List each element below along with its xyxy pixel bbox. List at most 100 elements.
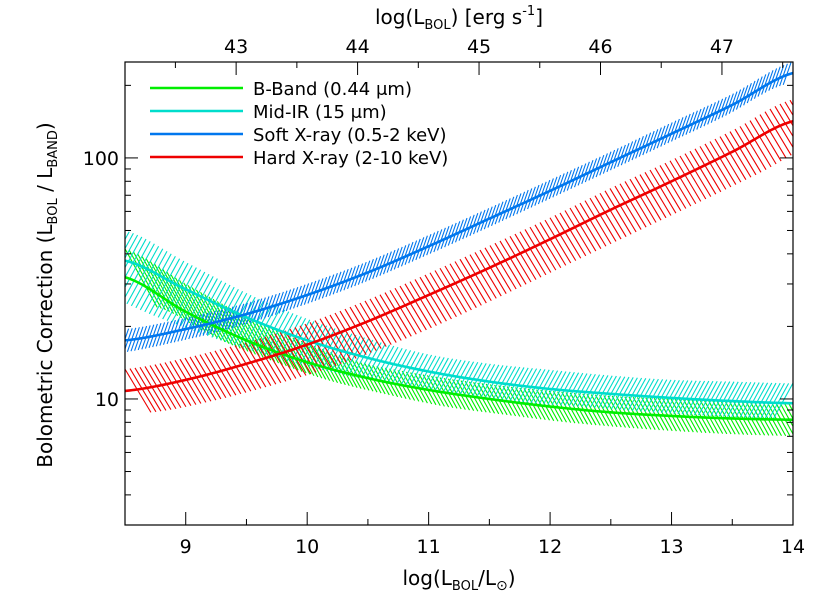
series-4-hatch-108 [664,162,692,207]
series-3-hatch-153 [667,120,677,144]
series-4-hatch-131 [779,103,793,127]
series-1-hatch-5 [145,258,179,317]
series-1-hatch-159 [792,403,793,405]
series-3-hatch-90 [440,225,450,249]
series-4-hatch-85 [549,217,577,261]
axis-ticks [124,62,794,526]
series-3-hatch-145 [638,134,648,157]
series-4-hatch-5 [149,365,177,410]
series-4-band [125,99,793,413]
series-2-hatch-22 [189,278,218,330]
series-4-hatch-75 [499,240,527,285]
series-3-hatch-120 [548,176,558,200]
series-4-hatch-126 [754,117,782,162]
series-2-hatch-98 [517,368,538,403]
series-4-hatch-23 [239,343,267,388]
series-3-hatch-113 [523,188,533,211]
series-2-hatch-104 [543,370,563,405]
series-2-hatch-124 [627,378,647,411]
series-3-hatch-164 [707,102,716,125]
series-4-hatch-37 [309,322,337,367]
series-3-hatch-89 [436,227,446,251]
series-2-hatch-100 [526,369,546,403]
series-3-hatch-165 [710,100,720,123]
series-4-hatch-89 [569,207,597,252]
series-2-hatch-132 [660,379,680,414]
series-4-hatch-46 [354,304,382,349]
series-2-hatch-122 [619,377,638,411]
series-4-hatch-128 [764,111,792,156]
series-2-hatch-148 [727,381,748,417]
series-2-hatch-151 [739,382,760,418]
series-4-hatch-22 [234,345,262,389]
x-axis-label: log(LBOL/L⊙) [402,566,515,593]
series-2-hatch-102 [534,369,554,404]
series-4-hatch-67 [459,258,487,304]
series-4-hatch-10 [174,360,202,404]
series-3-hatch-81 [408,240,418,264]
series-3-hatch-79 [400,243,410,267]
series-3-hatch-125 [566,168,576,191]
series-4-hatch-112 [684,153,712,197]
series-2-hatch-138 [685,380,706,415]
series-4-hatch-3 [139,366,167,411]
series-4-hatch-68 [464,256,492,302]
x2-tick-label: 47 [710,36,734,58]
series-3-hatch-74 [382,251,392,275]
series-3-hatch-172 [735,87,745,110]
series-4-hatch-35 [299,325,327,370]
series-2-hatch-106 [551,371,571,406]
series-4-hatch-47 [359,302,387,347]
series-4-hatch-20 [224,347,252,392]
series-4-hatch-64 [444,265,472,311]
series-4-hatch-0 [125,368,152,413]
series-3-hatch-154 [671,118,680,142]
series-2-hatch-18 [171,269,202,323]
series-3-hatch-160 [692,108,702,132]
series-4-hatch-114 [694,148,722,193]
series-1-hatch-4 [141,255,175,314]
series-3-hatch-155 [674,117,684,140]
series-3-hatch-146 [642,132,652,156]
series-1-hatch-7 [153,263,187,321]
series-4-hatch-1 [129,368,157,413]
series-4-hatch-48 [364,300,392,345]
series-2-hatch-136 [677,380,697,415]
series-4-hatch-74 [494,242,522,287]
series-4-hatch-86 [554,215,582,259]
series-4-hatch-105 [649,169,677,214]
series-3-hatch-161 [696,107,706,130]
series-2-hatch-17 [166,267,197,322]
series-4-hatch-41 [329,314,357,359]
series-4-hatch-31 [279,331,307,376]
series-3-hatch-151 [660,123,670,147]
series-3-hatch-147 [645,130,655,154]
series-2-hatch-2 [125,232,134,250]
series-3-hatch-119 [545,178,554,201]
y-axis-label: Bolometric Correction (LBOL / LBAND) [33,122,61,467]
series-4-hatch-36 [304,323,332,368]
series-4-hatch-77 [509,236,537,280]
series-3-hatch-115 [530,184,540,208]
series-2-hatch-7 [125,243,155,299]
series-3-hatch-0 [125,329,126,331]
series-4-hatch-24 [244,342,272,386]
series-4-hatch-125 [749,120,777,165]
series-4-hatch-4 [144,366,172,410]
series-3-hatch-179 [761,72,770,95]
series-4-hatch-104 [644,172,672,216]
y-tick-label: 100 [83,148,119,170]
legend-label-4: Hard X-ray (2-10 keV) [253,148,448,169]
series-3-hatch-169 [725,93,734,116]
x-tick-label: 10 [295,536,319,558]
series-4-hatch-32 [284,330,312,375]
series-2-hatch-105 [547,371,567,405]
series-2-hatch-12 [144,256,176,313]
series-4-hatch-52 [384,292,412,337]
series-2-hatch-1 [125,231,130,241]
series-2-hatch-39 [264,311,290,355]
series-4-hatch-123 [739,126,767,170]
legend: B-Band (0.44 μm)Mid-IR (15 μm)Soft X-ray… [150,79,448,169]
series-4-hatch-119 [719,136,747,180]
